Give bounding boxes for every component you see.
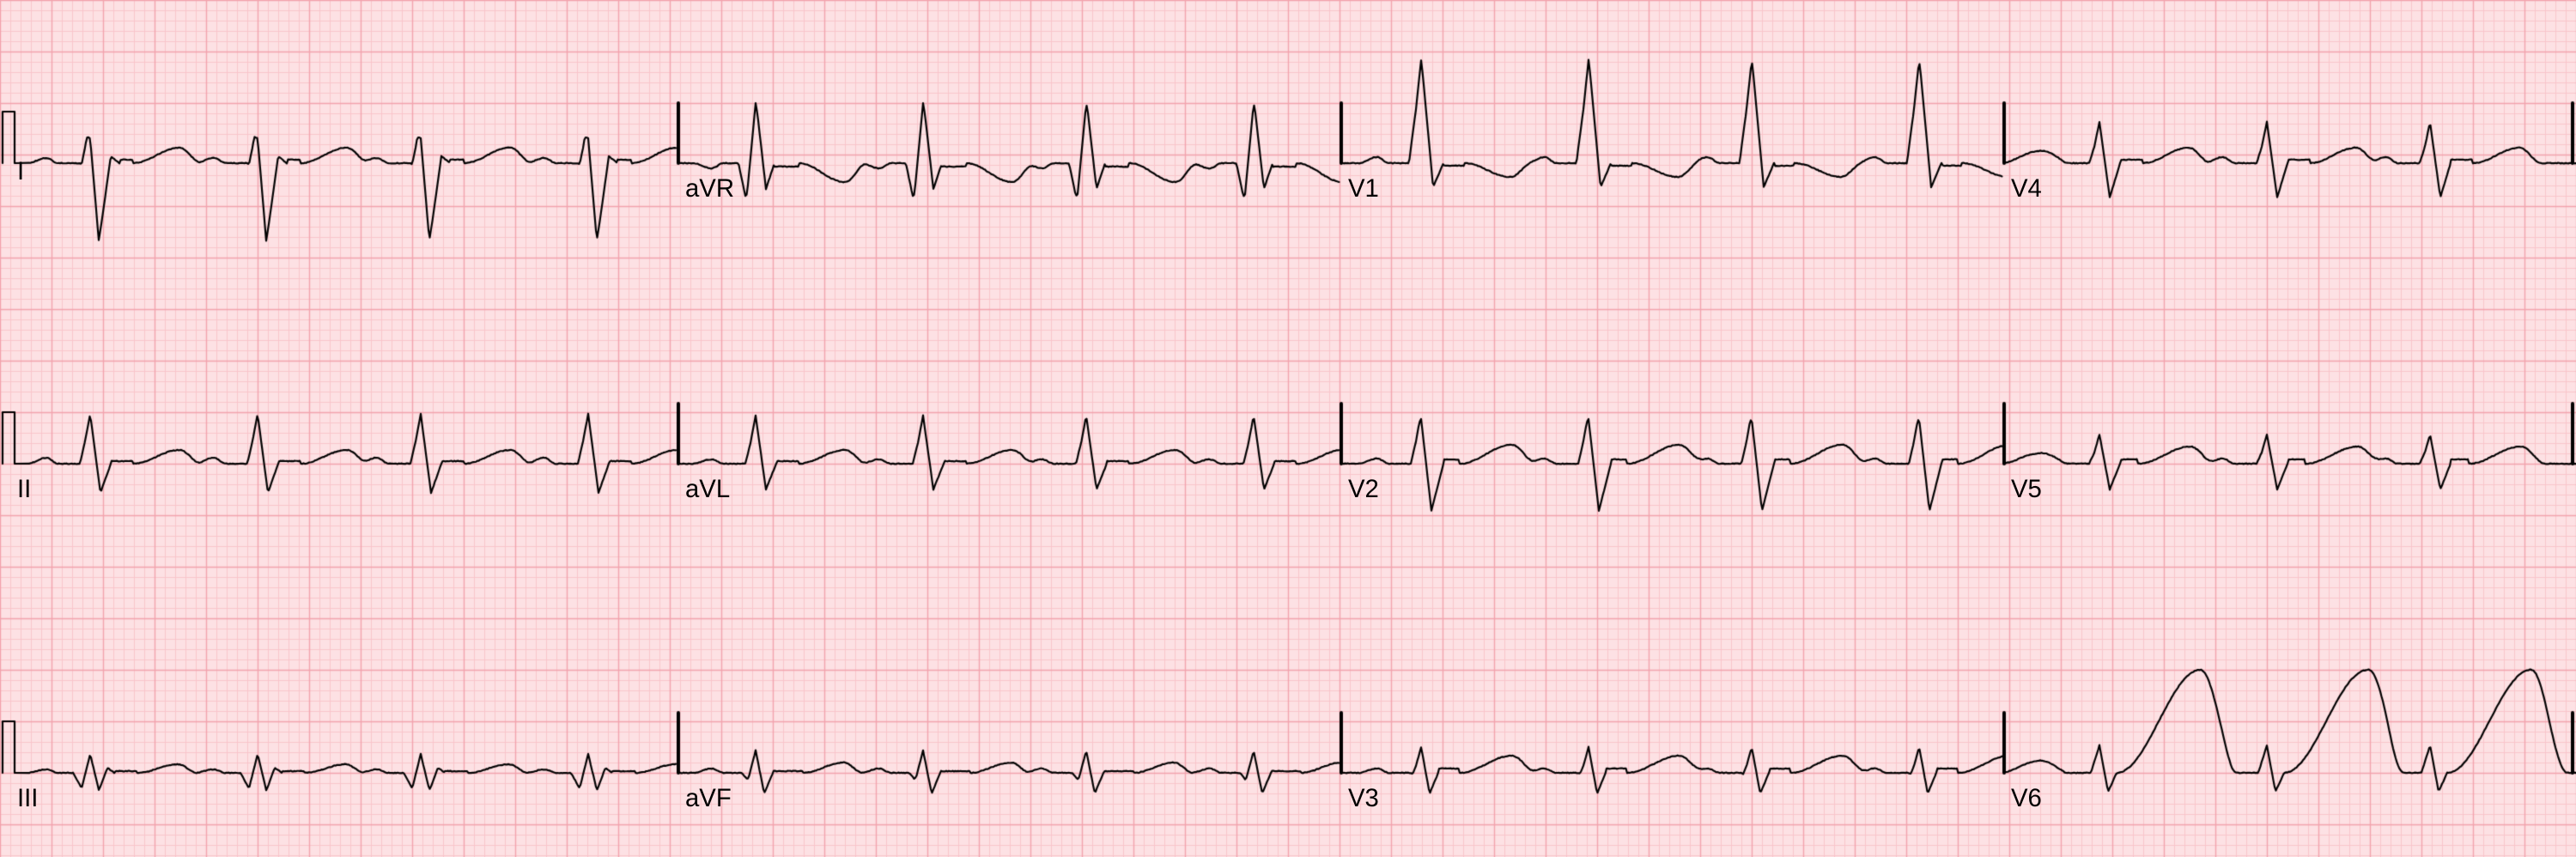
ecg-container: IaVRV1V4IIaVLV2V5IIIaVFV3V6 (0, 0, 2576, 857)
ecg-trace-canvas (0, 0, 2576, 857)
